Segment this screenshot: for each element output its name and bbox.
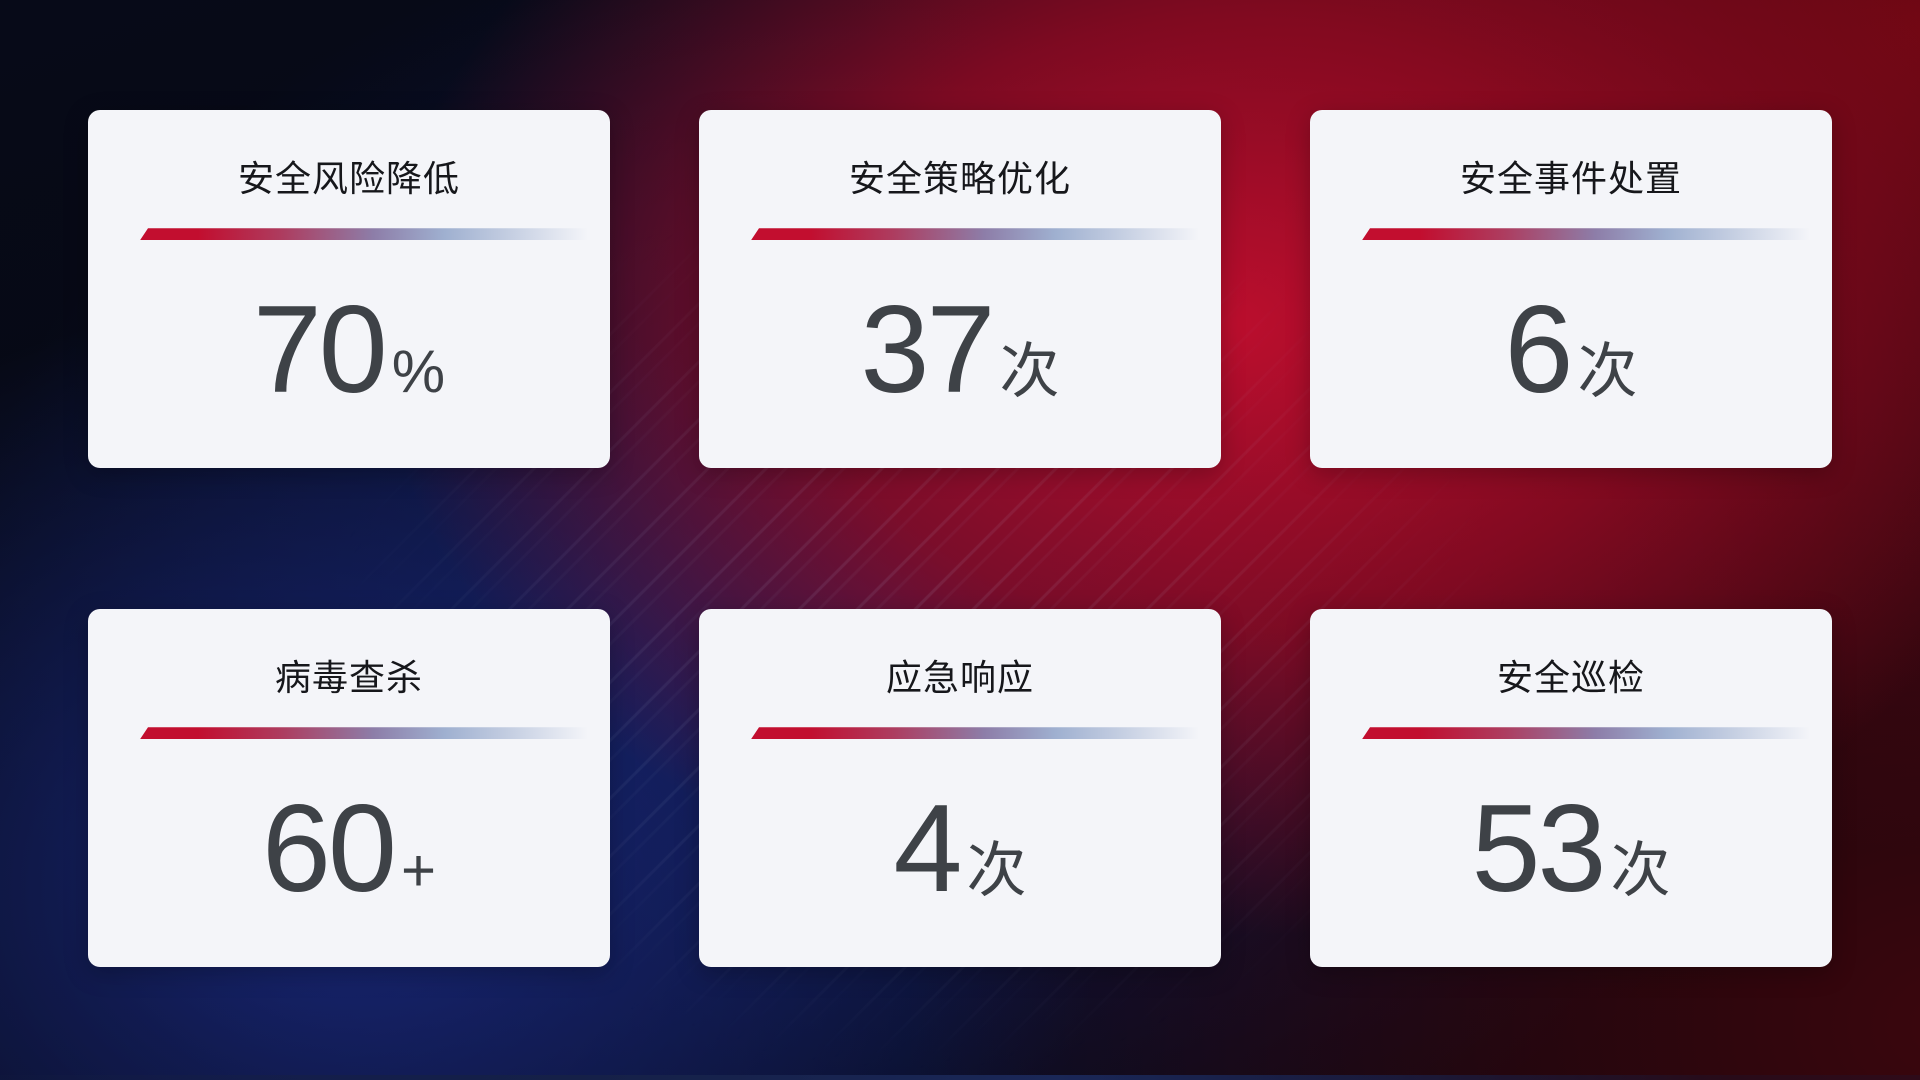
stat-card: 安全风险降低 70 % [88,110,610,468]
card-divider [1362,727,1810,740]
stat-cards-grid: 安全风险降低 70 % 安全策略优化 37 次 安全事件处置 6 次 病毒查杀 … [88,110,1832,967]
card-value: 37 [860,281,996,420]
card-value: 4 [893,780,963,919]
card-divider [140,228,588,241]
card-unit: 次 [1610,837,1671,905]
card-unit: 次 [999,338,1060,406]
card-value: 6 [1504,281,1574,420]
card-divider [751,727,1199,740]
card-title: 安全巡检 [1496,657,1645,698]
card-number: 70 % [88,288,610,412]
card-title: 安全风险降低 [237,158,460,199]
card-value: 60 [262,780,397,919]
stat-card: 安全巡检 53 次 [1310,609,1832,967]
stat-card: 安全策略优化 37 次 [699,110,1221,468]
stat-card: 安全事件处置 6 次 [1310,110,1832,468]
bottom-edge-glow [0,1075,1920,1080]
stat-card: 病毒查杀 60 + [88,609,610,967]
stat-card: 应急响应 4 次 [699,609,1221,967]
card-divider [751,228,1199,241]
card-title: 病毒查杀 [274,657,423,698]
card-title: 应急响应 [885,657,1034,698]
card-number: 37 次 [699,288,1221,412]
card-value: 70 [252,281,388,420]
card-number: 53 次 [1310,787,1832,911]
card-divider [140,727,588,740]
card-title: 安全策略优化 [848,158,1071,199]
card-number: 4 次 [699,787,1221,911]
card-unit: + [400,837,436,905]
card-number: 6 次 [1310,288,1832,412]
card-value: 53 [1471,780,1607,919]
card-number: 60 + [88,787,610,911]
card-unit: 次 [966,837,1027,905]
card-unit: 次 [1577,338,1638,406]
card-unit: % [391,338,446,406]
card-divider [1362,228,1810,241]
card-title: 安全事件处置 [1459,158,1682,199]
